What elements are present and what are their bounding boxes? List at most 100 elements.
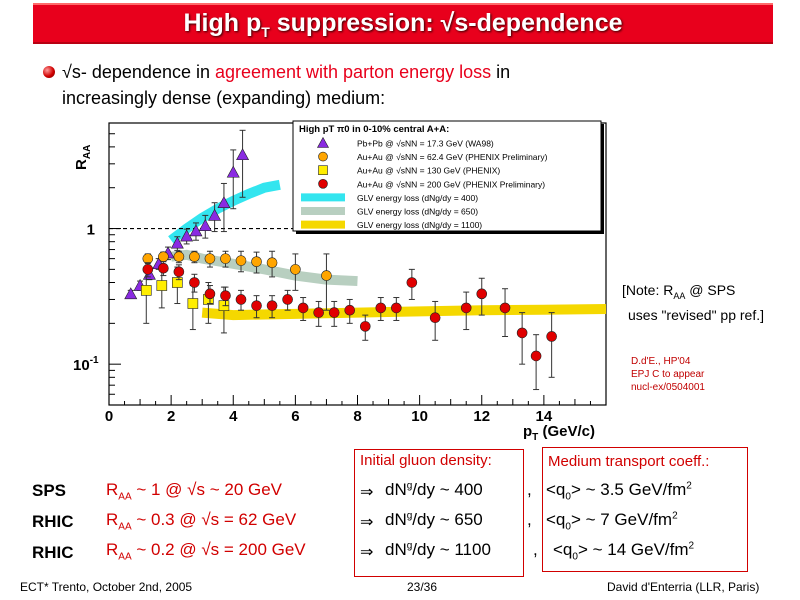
x-tick-label: 2 (167, 408, 175, 425)
data-point (235, 255, 247, 266)
data-point (266, 257, 278, 268)
x-axis-label: pT (GeV/c) (523, 423, 595, 443)
raa-sub: AA (118, 521, 132, 533)
data-point (204, 253, 216, 264)
row-label: RHIC (32, 543, 74, 562)
glv-band-line (170, 249, 358, 287)
data-point (172, 277, 183, 288)
data-point (189, 277, 200, 288)
data-point (328, 307, 340, 318)
note-text-1b: @ SPS (685, 282, 736, 298)
x-tick-label: 4 (229, 408, 238, 425)
qhat-exp: 2 (688, 540, 695, 552)
note-text-sub: AA (673, 290, 686, 301)
data-point (208, 208, 222, 221)
data-point (142, 253, 154, 264)
raa-symbol: R (106, 540, 119, 559)
y-axis-label: RAA (73, 145, 93, 170)
x-tick-label: 12 (473, 408, 490, 425)
data-point (516, 327, 528, 339)
legend-marker (318, 179, 328, 189)
row-label: RHIC (32, 512, 74, 531)
reference-line-3: nucl-ex/0504001 (631, 382, 705, 393)
implies-arrow: ⇒ (360, 484, 374, 501)
footer-author: David d'Enterria (LLR, Paris) (607, 580, 760, 594)
row-comma: , (527, 480, 532, 499)
bullet-text-3: in (491, 62, 511, 82)
legend-entry: GLV energy loss (dNg/dy = 1100) (357, 220, 482, 230)
y-tick-label: 1 (87, 222, 95, 239)
footer-page-number: 23/36 (407, 580, 438, 594)
x-tick-label: 10 (411, 408, 428, 425)
legend-entry: Au+Au @ √sNN = 130 GeV (PHENIX) (357, 166, 500, 176)
transport-coeff-box (542, 447, 748, 572)
raa-symbol: R (106, 480, 119, 499)
data-point (251, 300, 262, 311)
legend-marker (318, 165, 328, 175)
gluon-density-header: Initial gluon density: (360, 452, 492, 469)
data-point (170, 236, 184, 249)
data-point (297, 302, 309, 314)
data-point (460, 302, 472, 314)
bullet-dot-icon (43, 66, 55, 78)
implies-arrow: ⇒ (360, 514, 374, 531)
row-dng: dNg/dy ~ 1100 (385, 540, 491, 559)
reference: D.d'E., HP'04 EPJ C to appear nucl-ex/05… (631, 355, 705, 394)
title-text-rest: suppression: √s-dependence (269, 9, 623, 37)
title-text-sub: T (261, 24, 270, 40)
row-comma: , (527, 510, 532, 529)
title-bar: High pT suppression: √s-dependence (33, 3, 773, 44)
row-comma: , (533, 540, 538, 559)
data-point (173, 266, 185, 278)
raa-sub: AA (118, 491, 132, 503)
reference-line-1: D.d'E., HP'04 (631, 356, 691, 367)
legend-entry: GLV energy loss (dNg/dy = 650) (357, 207, 478, 217)
data-point (344, 304, 356, 316)
row-dng: dNg/dy ~ 400 (385, 480, 483, 499)
data-point (220, 253, 231, 264)
legend-entry: Au+Au @ √sNN = 62.4 GeV (PHENIX Prelimin… (357, 152, 548, 162)
reference-line-2: EPJ C to appear (631, 369, 705, 380)
raa-value: ~ 1 @ √s ~ 20 GeV (131, 480, 283, 499)
glv-band-line (201, 304, 607, 321)
data-point (546, 331, 557, 342)
data-point (142, 264, 154, 275)
row-raa: RAA ~ 1 @ √s ~ 20 GeV (106, 480, 282, 502)
data-point (375, 302, 387, 314)
data-point (198, 219, 212, 231)
data-point (282, 294, 293, 305)
row-qhat: <q0> ~ 14 GeV/fm2 (553, 540, 695, 563)
dng-value: ~ 400 (434, 480, 483, 499)
data-point (124, 287, 138, 300)
dng-value: ~ 1100 (434, 540, 491, 559)
note-text-1: [Note: R (622, 282, 674, 298)
row-qhat: <q0> ~ 7 GeV/fm2 (546, 510, 678, 533)
qhat-exp: 2 (686, 480, 692, 492)
row-qhat: <q0> ~ 3.5 GeV/fm2 (546, 480, 692, 503)
legend-marker (318, 151, 328, 162)
qhat-value: > ~ 14 GeV/fm (577, 540, 689, 559)
title-text-main: High p (183, 9, 262, 37)
bullet-text-1: √s- dependence in (62, 62, 215, 82)
row-dng: dNg/dy ~ 650 (385, 510, 483, 529)
data-point (313, 307, 324, 318)
x-tick-label: 0 (105, 408, 113, 425)
bullet-line-2: increasingly dense (expanding) medium: (62, 88, 386, 108)
qhat-value: > ~ 3.5 GeV/fm (570, 480, 687, 499)
slide-title: High pT suppression: √s-dependence (33, 9, 773, 40)
legend-entry: Au+Au @ √sNN = 200 GeV (PHENIX Prelimina… (357, 179, 545, 189)
data-point (429, 312, 441, 324)
data-point (156, 280, 168, 291)
bullet-text-highlight: agreement with parton energy loss (214, 62, 492, 82)
data-point (499, 302, 511, 314)
gluon-density-box (354, 449, 524, 577)
data-point (476, 288, 488, 300)
note-text-2: uses "revised" pp ref.] (628, 306, 765, 323)
data-point (158, 262, 169, 274)
row-raa: RAA ~ 0.2 @ √s = 200 GeV (106, 540, 306, 562)
data-point (226, 165, 240, 178)
implies-arrow: ⇒ (360, 544, 374, 561)
data-point (187, 298, 199, 309)
data-point (189, 251, 200, 262)
